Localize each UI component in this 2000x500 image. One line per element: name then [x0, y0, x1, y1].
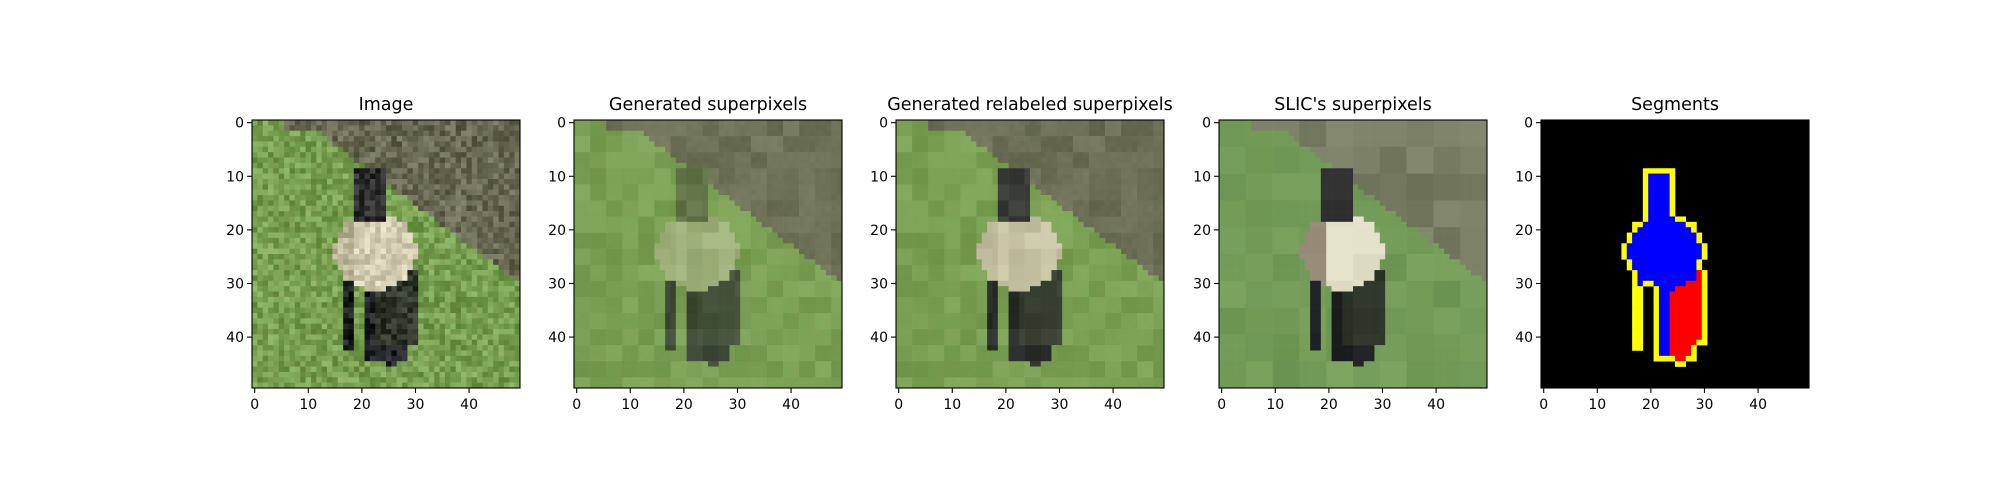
- axes-frame-slic: [1218, 119, 1488, 389]
- x-tick-label: 40: [1749, 397, 1767, 413]
- panel-slic: SLIC's superpixels 0 10 20 30 40 0 10 20 30 40: [1193, 95, 1488, 413]
- panel-title-slic: SLIC's superpixels: [1274, 95, 1432, 115]
- x-tick-label: 0: [572, 397, 581, 413]
- panel-title-relabeled: Generated relabeled superpixels: [887, 95, 1173, 115]
- axes-frame-image: [251, 119, 521, 389]
- y-tick-label: 20: [870, 223, 888, 239]
- y-tick-label: 40: [548, 330, 566, 346]
- axes-frame-relabeled: [895, 119, 1165, 389]
- x-tick-label: 30: [1696, 397, 1714, 413]
- x-tick-label: 0: [1539, 397, 1548, 413]
- x-tick-label: 30: [729, 397, 747, 413]
- sheep-superpixels-blurry-image: [574, 120, 843, 389]
- y-tick-label: 0: [557, 116, 566, 132]
- x-tick-label: 40: [460, 397, 478, 413]
- sheep-superpixels-slic-image: [1219, 120, 1488, 389]
- y-tick-label: 20: [1193, 223, 1211, 239]
- x-tick-label: 30: [1051, 397, 1069, 413]
- y-tick-label: 30: [548, 276, 566, 292]
- x-tick-label: 10: [621, 397, 639, 413]
- y-tick-label: 20: [548, 223, 566, 239]
- x-tick-label: 20: [1320, 397, 1338, 413]
- axes-frame-segments: [1540, 119, 1810, 389]
- x-tick-label: 40: [1427, 397, 1445, 413]
- x-tick-label: 30: [407, 397, 425, 413]
- x-tick-label: 30: [1374, 397, 1392, 413]
- y-tick-label: 40: [870, 330, 888, 346]
- y-tick-label: 10: [226, 169, 244, 185]
- y-tick-label: 0: [1202, 116, 1211, 132]
- panel-generated: Generated superpixels 0 10 20 30 40 0 10 20 30 40: [548, 95, 843, 413]
- y-tick-label: 40: [1193, 330, 1211, 346]
- panel-title-segments: Segments: [1631, 95, 1719, 115]
- sheep-photo-image: [252, 120, 521, 389]
- y-tick-label: 30: [1515, 276, 1533, 292]
- x-tick-label: 10: [1588, 397, 1606, 413]
- y-tick-label: 20: [226, 223, 244, 239]
- y-tick-label: 0: [1524, 116, 1533, 132]
- x-tick-label: 10: [1266, 397, 1284, 413]
- panel-title-generated: Generated superpixels: [609, 95, 807, 115]
- y-tick-label: 40: [1515, 330, 1533, 346]
- panel-segments: Segments 0 10 20 30 40 0 10 20 30 40: [1515, 95, 1810, 413]
- x-tick-label: 10: [943, 397, 961, 413]
- x-tick-label: 20: [997, 397, 1015, 413]
- x-tick-label: 40: [1104, 397, 1122, 413]
- y-tick-label: 10: [1193, 169, 1211, 185]
- y-tick-label: 10: [870, 169, 888, 185]
- x-tick-label: 0: [894, 397, 903, 413]
- y-tick-label: 30: [226, 276, 244, 292]
- y-tick-label: 0: [879, 116, 888, 132]
- x-tick-label: 40: [782, 397, 800, 413]
- axes-frame-generated: [573, 119, 843, 389]
- sheep-superpixels-relabeled-image: [896, 120, 1165, 389]
- x-tick-label: 10: [299, 397, 317, 413]
- x-tick-label: 0: [1217, 397, 1226, 413]
- y-tick-label: 0: [235, 116, 244, 132]
- y-tick-label: 30: [870, 276, 888, 292]
- segment-mask-image: [1541, 120, 1809, 388]
- panel-title-image: Image: [359, 95, 414, 115]
- y-tick-label: 40: [226, 330, 244, 346]
- y-tick-label: 10: [548, 169, 566, 185]
- y-tick-label: 10: [1515, 169, 1533, 185]
- x-tick-label: 20: [1642, 397, 1660, 413]
- x-tick-label: 20: [353, 397, 371, 413]
- x-tick-label: 0: [250, 397, 259, 413]
- panel-image: Image 0 10 20 30 40 0 10 20 30 40: [226, 95, 521, 413]
- y-tick-label: 20: [1515, 223, 1533, 239]
- y-tick-label: 30: [1193, 276, 1211, 292]
- x-tick-label: 20: [675, 397, 693, 413]
